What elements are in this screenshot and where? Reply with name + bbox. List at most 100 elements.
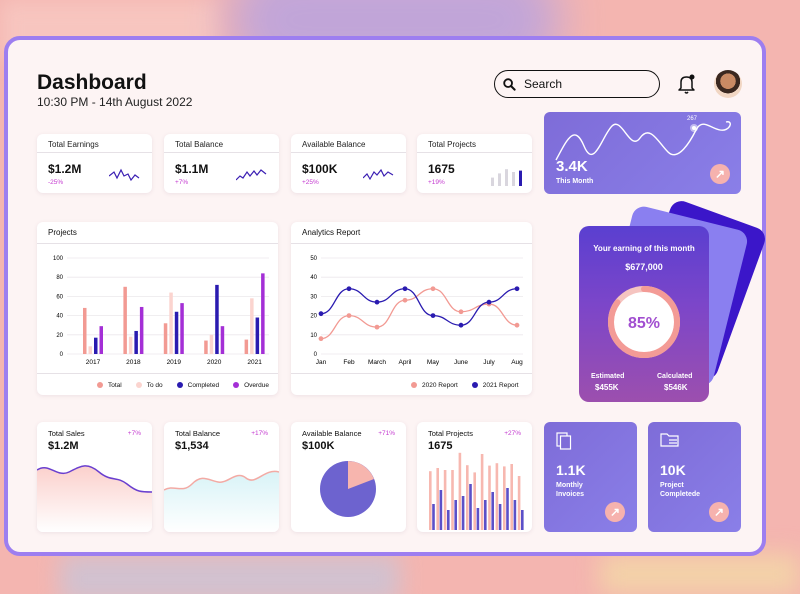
search-placeholder: Search: [524, 77, 563, 91]
mini-bar: [498, 504, 502, 530]
y-tick-label: 0: [60, 352, 64, 358]
x-tick-label: May: [427, 359, 440, 366]
analytics-legend: 2020 Report 2021 Report: [411, 382, 519, 389]
project-completed-tile[interactable]: 10K Project Completede ↗: [648, 422, 741, 532]
mini-bar: [491, 492, 494, 530]
data-point: [430, 286, 436, 292]
invoices-value: 1.1K: [556, 462, 586, 478]
bar-overdue: [99, 326, 103, 354]
available-balance-card: Available Balance $100K +71%: [291, 422, 406, 532]
mini-bar: [488, 465, 491, 530]
bell-icon[interactable]: [677, 73, 697, 95]
bar-to-do: [209, 334, 214, 354]
projects-completed-open-button[interactable]: ↗: [709, 502, 729, 522]
analytics-title: Analytics Report: [291, 222, 532, 244]
stat-value: $100K: [302, 162, 338, 176]
bar-total: [163, 323, 168, 354]
data-point: [514, 286, 520, 292]
mini-bar: [473, 472, 476, 530]
stat-card: Available Balance $100K +25%: [291, 134, 406, 193]
month-peak-label: 267: [687, 116, 698, 122]
mini-bar: [439, 490, 443, 530]
earning-title: Your earning of this month: [593, 244, 695, 253]
estimated-label: Estimated: [591, 373, 625, 380]
stat-sparkline: [491, 169, 522, 186]
y-tick-label: 50: [310, 256, 317, 262]
data-point: [318, 311, 324, 317]
legend-item: Total: [97, 382, 122, 389]
total-projects-bars: [429, 452, 524, 530]
calculated-value: $546K: [664, 383, 688, 392]
bar-total: [244, 339, 249, 354]
page-subtitle: 10:30 PM - 14th August 2022: [37, 95, 193, 109]
invoices-label-1: Monthly: [556, 482, 583, 489]
earning-card[interactable]: Your earning of this month $677,000 85% …: [579, 226, 709, 402]
earning-percent: 85%: [628, 315, 660, 332]
projects-completed-label-2: Completede: [660, 491, 701, 498]
data-point: [346, 286, 352, 292]
mini-bar: [454, 500, 457, 530]
stat-change: +25%: [302, 179, 319, 186]
bar-to-do: [250, 298, 254, 354]
legend-label: 2021 Report: [482, 382, 519, 389]
legend-label: Total: [108, 382, 122, 389]
y-tick-label: 40: [56, 314, 63, 320]
x-tick-label: July: [483, 359, 495, 366]
mini-bar: [469, 484, 472, 530]
stat-value: 1675: [428, 162, 455, 176]
x-tick-label: 2020: [207, 359, 222, 366]
mini-bar: [447, 510, 450, 530]
this-month-tile[interactable]: 267 3.4K This Month ↗: [544, 112, 741, 194]
stat-label: Total Balance: [164, 134, 279, 153]
invoices-open-button[interactable]: ↗: [605, 502, 625, 522]
data-point: [346, 313, 352, 318]
legend-item: Completed: [176, 382, 219, 389]
stat-card: Total Earnings $1.2M -25%: [37, 134, 152, 193]
stat-sparkline: [236, 169, 267, 181]
mini-bar: [458, 452, 462, 530]
mini-bar: [517, 476, 521, 530]
mini-bar: [495, 463, 499, 530]
invoices-label-2: Invoices: [556, 491, 585, 498]
mini-bar: [436, 468, 439, 530]
search-icon: [503, 77, 516, 91]
month-open-button[interactable]: ↗: [710, 164, 730, 184]
total-sales-card: Total Sales $1.2M +7%: [37, 422, 152, 532]
legend-label: Overdue: [244, 382, 270, 389]
available-balance-pie: [320, 461, 376, 517]
stat-label: Available Balance: [291, 134, 406, 153]
month-value: 3.4K: [556, 158, 588, 175]
mini-bar: [429, 471, 432, 530]
stat-value: $1.1M: [175, 162, 209, 176]
bar-completed: [215, 284, 219, 354]
total-balance-change: +17%: [251, 430, 268, 437]
projects-card: Projects 0 20 40 60 80 100 2017 2018 2019 2020 202…: [37, 222, 278, 395]
legend-item: Overdue: [233, 382, 269, 389]
monthly-invoices-tile[interactable]: 1.1K Monthly Invoices ↗: [544, 422, 637, 532]
projects-legend: Total To do Completed Overdue: [97, 382, 269, 389]
series-line-2021-report: [320, 288, 518, 326]
bar-to-do: [128, 336, 133, 354]
total-projects-change: +27%: [504, 430, 521, 437]
available-balance-value: $100K: [302, 440, 335, 452]
stat-label: Total Earnings: [37, 134, 152, 153]
bar-to-do: [88, 346, 92, 354]
legend-item: 2021 Report: [471, 382, 519, 389]
stat-value: $1.2M: [48, 162, 82, 176]
mini-bar: [432, 504, 435, 530]
total-balance-label: Total Balance: [175, 429, 221, 438]
x-tick-label: June: [454, 359, 468, 366]
legend-item: 2020 Report: [411, 382, 458, 389]
month-label: This Month: [556, 178, 594, 185]
avatar[interactable]: [714, 70, 742, 98]
total-projects-value: 1675: [428, 440, 453, 452]
data-point: [458, 322, 464, 328]
search-input[interactable]: Search: [494, 70, 660, 98]
x-tick-label: Aug: [511, 359, 523, 366]
stat-card: Total Projects 1675 +19%: [417, 134, 532, 193]
mini-bar: [466, 465, 469, 530]
analytics-line-chart: 0 10 20 30 40 50 Jan Feb March April May June July Au…: [310, 256, 523, 366]
mini-bar: [461, 496, 465, 530]
x-tick-label: 2019: [167, 359, 182, 366]
bar-completed: [174, 311, 179, 354]
